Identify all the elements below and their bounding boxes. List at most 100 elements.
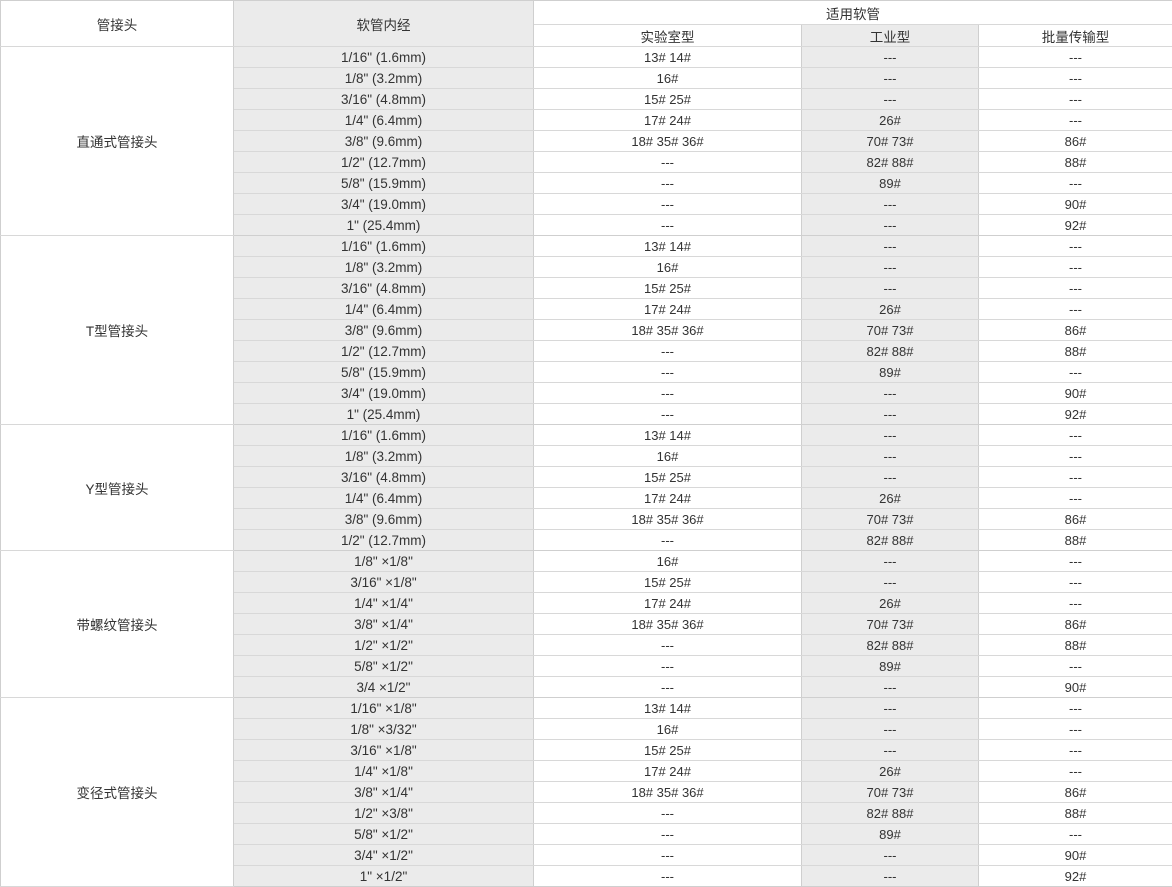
industrial-type-cell: --- — [802, 698, 979, 719]
bulk-transfer-type-cell: 86# — [979, 509, 1172, 530]
laboratory-type-cell: --- — [534, 341, 802, 362]
industrial-type-cell: --- — [802, 236, 979, 257]
bulk-transfer-type-cell: --- — [979, 236, 1172, 257]
bore-size-cell: 3/8" (9.6mm) — [234, 509, 534, 530]
bulk-transfer-type-cell: --- — [979, 593, 1172, 614]
bulk-transfer-type-cell: 88# — [979, 803, 1172, 824]
industrial-type-cell: --- — [802, 551, 979, 572]
bore-size-cell: 1/8" (3.2mm) — [234, 257, 534, 278]
bore-size-cell: 1/16" (1.6mm) — [234, 47, 534, 68]
industrial-type-cell: 82# 88# — [802, 152, 979, 173]
laboratory-type-cell: 13# 14# — [534, 698, 802, 719]
bulk-transfer-type-cell: 90# — [979, 845, 1172, 866]
laboratory-type-cell: 16# — [534, 551, 802, 572]
bulk-transfer-type-cell: 86# — [979, 782, 1172, 803]
bulk-transfer-type-cell: --- — [979, 740, 1172, 761]
laboratory-type-cell: 18# 35# 36# — [534, 320, 802, 341]
bore-size-cell: 1/2" ×1/2" — [234, 635, 534, 656]
bulk-transfer-type-cell: --- — [979, 488, 1172, 509]
fitting-group-label: 直通式管接头 — [1, 47, 234, 236]
industrial-type-cell: --- — [802, 89, 979, 110]
bulk-transfer-type-cell: 88# — [979, 530, 1172, 551]
bore-size-cell: 3/16" ×1/8" — [234, 740, 534, 761]
laboratory-type-cell: 17# 24# — [534, 761, 802, 782]
industrial-type-cell: --- — [802, 215, 979, 236]
industrial-type-cell: --- — [802, 467, 979, 488]
laboratory-type-cell: --- — [534, 824, 802, 845]
industrial-type-cell: --- — [802, 425, 979, 446]
industrial-type-cell: --- — [802, 446, 979, 467]
bulk-transfer-type-cell: 86# — [979, 131, 1172, 152]
bore-size-cell: 1/2" (12.7mm) — [234, 152, 534, 173]
bore-size-cell: 3/4" (19.0mm) — [234, 194, 534, 215]
industrial-type-cell: 82# 88# — [802, 341, 979, 362]
bulk-transfer-type-cell: 86# — [979, 320, 1172, 341]
laboratory-type-cell: --- — [534, 194, 802, 215]
laboratory-type-cell: 15# 25# — [534, 572, 802, 593]
bulk-transfer-type-cell: --- — [979, 719, 1172, 740]
bulk-transfer-type-cell: 92# — [979, 215, 1172, 236]
laboratory-type-cell: 15# 25# — [534, 278, 802, 299]
laboratory-type-cell: 13# 14# — [534, 47, 802, 68]
industrial-type-cell: 70# 73# — [802, 320, 979, 341]
bore-size-cell: 3/4" ×1/2" — [234, 845, 534, 866]
bore-size-cell: 5/8" ×1/2" — [234, 824, 534, 845]
bore-size-cell: 3/4" (19.0mm) — [234, 383, 534, 404]
bore-size-cell: 1/4" ×1/4" — [234, 593, 534, 614]
bulk-transfer-type-cell: 88# — [979, 152, 1172, 173]
bore-size-cell: 1/16" (1.6mm) — [234, 236, 534, 257]
bore-size-cell: 1" ×1/2" — [234, 866, 534, 887]
industrial-type-cell: --- — [802, 740, 979, 761]
bulk-transfer-type-cell: --- — [979, 572, 1172, 593]
industrial-type-cell: 82# 88# — [802, 530, 979, 551]
column-header-applicable-hose: 适用软管 — [534, 1, 1172, 25]
laboratory-type-cell: 18# 35# 36# — [534, 614, 802, 635]
industrial-type-cell: 26# — [802, 761, 979, 782]
laboratory-type-cell: 16# — [534, 719, 802, 740]
bore-size-cell: 1/2" (12.7mm) — [234, 341, 534, 362]
bore-size-cell: 1" (25.4mm) — [234, 215, 534, 236]
bore-size-cell: 1/4" (6.4mm) — [234, 299, 534, 320]
fitting-group-label: 带螺纹管接头 — [1, 551, 234, 698]
bore-size-cell: 5/8" (15.9mm) — [234, 362, 534, 383]
laboratory-type-cell: --- — [534, 362, 802, 383]
bulk-transfer-type-cell: 90# — [979, 677, 1172, 698]
bulk-transfer-type-cell: --- — [979, 824, 1172, 845]
industrial-type-cell: 89# — [802, 362, 979, 383]
bulk-transfer-type-cell: --- — [979, 89, 1172, 110]
industrial-type-cell: 26# — [802, 488, 979, 509]
industrial-type-cell: --- — [802, 194, 979, 215]
column-header-fitting: 管接头 — [1, 1, 234, 47]
industrial-type-cell: 70# 73# — [802, 782, 979, 803]
industrial-type-cell: 26# — [802, 299, 979, 320]
bore-size-cell: 1/4" (6.4mm) — [234, 488, 534, 509]
industrial-type-cell: 89# — [802, 173, 979, 194]
laboratory-type-cell: --- — [534, 530, 802, 551]
laboratory-type-cell: 17# 24# — [534, 299, 802, 320]
laboratory-type-cell: 16# — [534, 257, 802, 278]
industrial-type-cell: --- — [802, 866, 979, 887]
column-header-laboratory-type: 实验室型 — [534, 25, 802, 47]
fitting-group-label: T型管接头 — [1, 236, 234, 425]
bulk-transfer-type-cell: --- — [979, 278, 1172, 299]
industrial-type-cell: 89# — [802, 824, 979, 845]
bore-size-cell: 5/8" ×1/2" — [234, 656, 534, 677]
bore-size-cell: 3/4 ×1/2" — [234, 677, 534, 698]
bore-size-cell: 3/16" (4.8mm) — [234, 278, 534, 299]
bulk-transfer-type-cell: 92# — [979, 866, 1172, 887]
bulk-transfer-type-cell: --- — [979, 761, 1172, 782]
industrial-type-cell: --- — [802, 677, 979, 698]
bore-size-cell: 3/8" ×1/4" — [234, 782, 534, 803]
laboratory-type-cell: 17# 24# — [534, 593, 802, 614]
bulk-transfer-type-cell: 88# — [979, 635, 1172, 656]
bore-size-cell: 3/16" (4.8mm) — [234, 467, 534, 488]
bore-size-cell: 3/16" ×1/8" — [234, 572, 534, 593]
industrial-type-cell: --- — [802, 383, 979, 404]
bulk-transfer-type-cell: --- — [979, 362, 1172, 383]
laboratory-type-cell: 16# — [534, 68, 802, 89]
